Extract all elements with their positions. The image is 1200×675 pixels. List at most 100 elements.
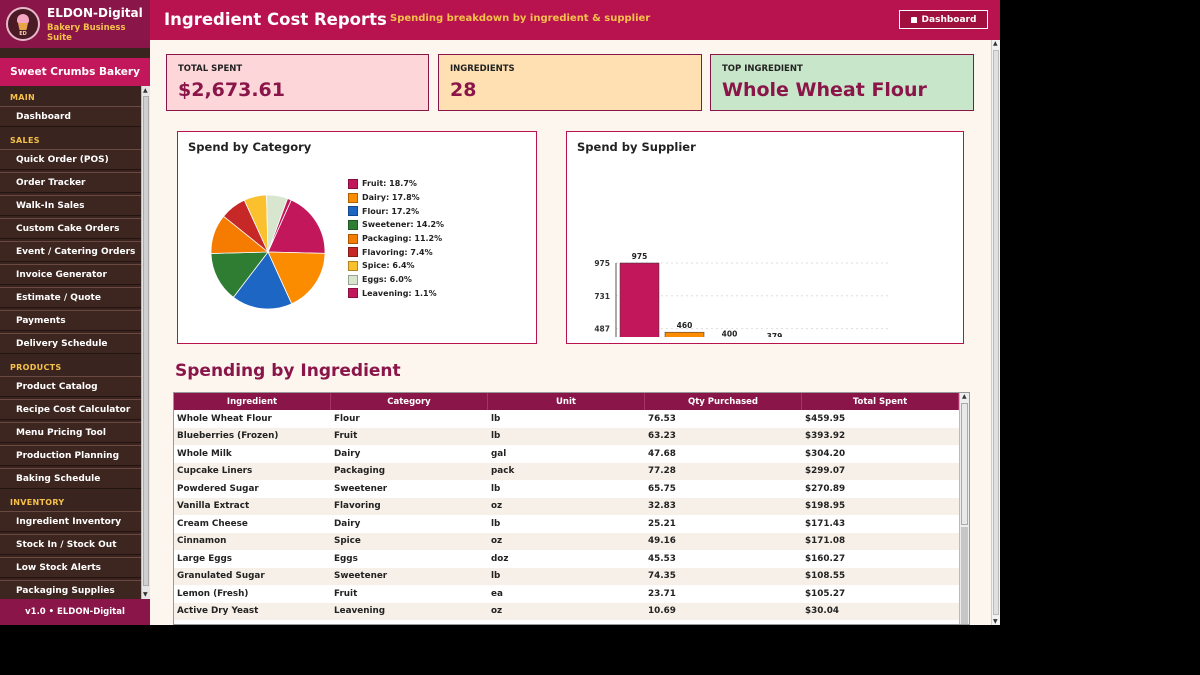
sidebar-item-order-tracker[interactable]: Order Tracker (0, 172, 141, 193)
table-cell: Sweetener (334, 483, 388, 494)
table-cell: Packaging (334, 466, 386, 477)
table-cell: $304.20 (805, 448, 846, 459)
sidebar-item-stock-in-stock-out[interactable]: Stock In / Stock Out (0, 534, 141, 555)
legend-item: Fruit: 18.7% (348, 177, 444, 191)
table-cell: Leavening (334, 606, 386, 617)
column-header[interactable]: Ingredient (174, 393, 331, 410)
app-subtitle: Bakery Business Suite (47, 22, 126, 43)
bar (664, 331, 705, 337)
sidebar-item-low-stock-alerts[interactable]: Low Stock Alerts (0, 557, 141, 578)
sidebar-item-ingredient-inventory[interactable]: Ingredient Inventory (0, 511, 141, 532)
legend-label: Flour: 17.2% (362, 206, 420, 216)
card-total-spent: TOTAL SPENT $2,673.61 (166, 54, 429, 111)
pie-slice (210, 251, 269, 298)
table-cell: 49.16 (648, 536, 676, 547)
sidebar-item-product-catalog[interactable]: Product Catalog (0, 376, 141, 397)
table-row[interactable]: Lemon (Fresh) Fruit ea 23.71 $105.27 (174, 585, 969, 603)
ingredient-table: Ingredient Category Unit Qty Purchased Total… (173, 392, 970, 625)
chart-title: Spend by Supplier (577, 140, 696, 154)
table-cell: Flavoring (334, 501, 381, 512)
legend-label: Flavoring: 7.4% (362, 247, 433, 257)
sidebar-scroll-thumb[interactable] (143, 96, 149, 586)
legend-swatch (348, 178, 358, 189)
sidebar-item-event-catering-orders[interactable]: Event / Catering Orders (0, 241, 141, 262)
card-label: TOP INGREDIENT (722, 64, 803, 74)
table-cell: 23.71 (648, 588, 676, 599)
sidebar-item-payments[interactable]: Payments (0, 310, 141, 331)
table-body: Whole Wheat Flour Flour lb 76.53 $459.95 Blue… (174, 410, 969, 620)
table-cell: Powdered Sugar (177, 483, 259, 494)
table-cell: 32.83 (648, 501, 676, 512)
legend-swatch (348, 247, 358, 258)
table-row[interactable]: Powdered Sugar Sweetener lb 65.75 $270.89 (174, 480, 969, 498)
nav-section-sales: SALES (10, 136, 40, 145)
sidebar-item-baking-schedule[interactable]: Baking Schedule (0, 468, 141, 489)
sidebar-item-production-planning[interactable]: Production Planning (0, 445, 141, 466)
table-cell: Dairy (334, 518, 361, 529)
scroll-up-arrow-icon[interactable]: ▲ (143, 87, 148, 94)
card-top-ingredient: TOP INGREDIENT Whole Wheat Flour (710, 54, 974, 111)
column-header[interactable]: Total Spent (802, 393, 959, 410)
legend-swatch (348, 206, 358, 217)
main-content: TOTAL SPENT $2,673.61 INGREDIENTS 28 TOP… (150, 40, 991, 625)
table-cell: Lemon (Fresh) (177, 588, 249, 599)
scroll-up-arrow-icon[interactable]: ▲ (993, 40, 998, 47)
sidebar-item-custom-cake-orders[interactable]: Custom Cake Orders (0, 218, 141, 239)
column-header[interactable]: Qty Purchased (645, 393, 802, 410)
table-row[interactable]: Active Dry Yeast Leavening oz 10.69 $30.04 (174, 602, 969, 620)
pie-slice (232, 251, 293, 310)
table-row[interactable]: Granulated Sugar Sweetener lb 74.35 $108.55 (174, 567, 969, 585)
dashboard-button[interactable]: Dashboard (899, 10, 988, 29)
scroll-down-arrow-icon[interactable]: ▼ (143, 591, 148, 598)
sidebar-item-quick-order-pos[interactable]: Quick Order (POS) (0, 149, 141, 170)
main-scroll-thumb[interactable] (993, 50, 999, 615)
table-scroll-thumb[interactable] (961, 403, 968, 525)
home-icon (910, 16, 917, 23)
table-cell: gal (491, 448, 507, 459)
cupcake-logo-icon: ED (6, 7, 40, 41)
column-header[interactable]: Category (331, 393, 488, 410)
sidebar-scrollbar[interactable]: ▲ ▼ (141, 86, 150, 599)
table-cell: ea (491, 588, 503, 599)
table-row[interactable]: Cream Cheese Dairy lb 25.21 $171.43 (174, 515, 969, 533)
table-cell: oz (491, 501, 503, 512)
sidebar-item-walk-in-sales[interactable]: Walk-In Sales (0, 195, 141, 216)
bakery-name: Sweet Crumbs Bakery (0, 58, 150, 86)
legend-swatch (348, 219, 358, 230)
table-cell: Dairy (334, 448, 361, 459)
table-row[interactable]: Cinnamon Spice oz 49.16 $171.08 (174, 532, 969, 550)
table-title: Spending by Ingredient (175, 361, 401, 381)
legend-label: Spice: 6.4% (362, 261, 415, 271)
legend-item: Spice: 6.4% (348, 259, 444, 273)
page-title: Ingredient Cost Reports (164, 10, 387, 29)
main-scrollbar[interactable]: ▲ ▼ (991, 40, 1000, 625)
sidebar-item-invoice-generator[interactable]: Invoice Generator (0, 264, 141, 285)
nav-section-products: PRODUCTS (10, 363, 62, 372)
sidebar-item-menu-pricing-tool[interactable]: Menu Pricing Tool (0, 422, 141, 443)
table-row[interactable]: Large Eggs Eggs doz 45.53 $160.27 (174, 550, 969, 568)
chart-title: Spend by Category (188, 140, 312, 154)
scroll-up-arrow-icon[interactable]: ▲ (962, 393, 967, 400)
bar-value-label: 400 (722, 329, 738, 337)
table-cell: $270.89 (805, 483, 846, 494)
sidebar-item-packaging-supplies[interactable]: Packaging Supplies (0, 580, 141, 599)
sidebar-item-estimate-quote[interactable]: Estimate / Quote (0, 287, 141, 308)
table-row[interactable]: Whole Wheat Flour Flour lb 76.53 $459.95 (174, 410, 969, 428)
table-scrollbar[interactable]: ▲ (959, 393, 969, 624)
table-row[interactable]: Whole Milk Dairy gal 47.68 $304.20 (174, 445, 969, 463)
table-row[interactable]: Cupcake Liners Packaging pack 77.28 $299.07 (174, 462, 969, 480)
sidebar-item-delivery-schedule[interactable]: Delivery Schedule (0, 333, 141, 354)
legend-item: Leavening: 1.1% (348, 287, 444, 301)
sidebar-item-dashboard[interactable]: Dashboard (0, 106, 141, 127)
table-cell: Cream Cheese (177, 518, 248, 529)
sidebar-item-recipe-cost-calculator[interactable]: Recipe Cost Calculator (0, 399, 141, 420)
sidebar-footer: v1.0 • ELDON-Digital (0, 599, 150, 625)
table-row[interactable]: Blueberries (Frozen) Fruit lb 63.23 $393.92 (174, 427, 969, 445)
table-cell: lb (491, 431, 501, 442)
table-cell: pack (491, 466, 515, 477)
table-cell: 65.75 (648, 483, 676, 494)
nav-section-main: MAIN (10, 93, 36, 102)
scroll-down-arrow-icon[interactable]: ▼ (993, 618, 998, 625)
column-header[interactable]: Unit (488, 393, 645, 410)
table-row[interactable]: Vanilla Extract Flavoring oz 32.83 $198.95 (174, 497, 969, 515)
